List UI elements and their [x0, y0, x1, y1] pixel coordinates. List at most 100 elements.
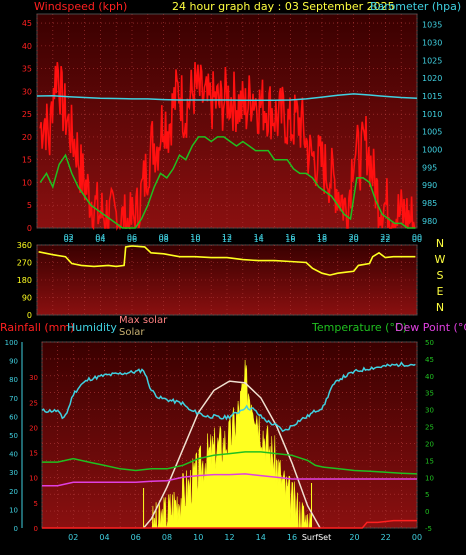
humidity-tick-label: 5 — [34, 500, 38, 508]
wind-tick-label: 45 — [22, 19, 32, 28]
barometer-title: Barometer (hpa) — [370, 0, 461, 13]
wind-pressure-axes: 0510152025303540459809859909951000100510… — [22, 19, 443, 242]
direction-tick-label: 90 — [22, 294, 32, 303]
humidity-tick-label: 10 — [29, 475, 38, 483]
wind-tick-label: 15 — [22, 156, 32, 165]
pressure-tick-label: 990 — [422, 181, 437, 190]
temperature-tick-label: 15 — [425, 457, 434, 465]
wind-tick-label: 35 — [22, 65, 32, 74]
rainfall-legend: Rainfall (mm) — [0, 321, 74, 334]
x-tick-label: 16 — [285, 235, 295, 244]
x-tick-label: 00 — [412, 233, 422, 242]
rain-temp-series — [41, 359, 418, 529]
max-solar-legend: Max solar — [119, 315, 168, 326]
x-tick-label: 18 — [317, 233, 327, 242]
x-tick-label: 02 — [64, 233, 74, 242]
max-solar-line — [143, 380, 321, 529]
wind-pressure-plot — [36, 13, 418, 229]
temperature-tick-label: -5 — [425, 525, 432, 533]
x-tick-label: 04 — [95, 233, 105, 242]
rainfall-line — [42, 519, 417, 529]
dewpoint-legend: Dew Point (°C) — [395, 321, 466, 334]
pressure-tick-label: 985 — [422, 199, 437, 208]
x-tick-label: 14 — [256, 533, 266, 542]
pressure-tick-label: 1000 — [422, 146, 442, 155]
pressure-tick-label: 1020 — [422, 74, 442, 83]
humidity-tick-label: 0 — [34, 525, 38, 533]
humidity-tick-label: 15 — [29, 450, 38, 458]
pressure-tick-label: 980 — [422, 217, 437, 226]
x-tick-label: 08 — [159, 233, 169, 242]
x-tick-label: 10 — [190, 233, 200, 242]
x-tick-label: 20 — [349, 533, 359, 542]
temperature-tick-label: 40 — [425, 373, 434, 381]
wind-pressure-series — [36, 62, 418, 232]
wind-pressure-grid — [36, 14, 418, 229]
temperature-tick-label: 30 — [425, 407, 434, 415]
x-tick-label: 08 — [159, 235, 169, 244]
x-tick-label: 12 — [222, 233, 232, 242]
wind-tick-label: 10 — [22, 178, 32, 187]
humidity-legend: Humidity — [67, 321, 117, 334]
temperature-tick-label: 45 — [425, 356, 434, 364]
rainfall-tick-label: 0 — [14, 525, 18, 533]
pressure-tick-label: 1005 — [422, 128, 442, 137]
wind-direction-grid — [36, 244, 418, 316]
wind-direction-line — [38, 245, 416, 276]
rainfall-tick-label: 100 — [5, 339, 18, 347]
rainfall-tick-label: 80 — [9, 376, 18, 384]
rainfall-tick-label: 50 — [9, 432, 18, 440]
x-tick-label: 20 — [349, 233, 359, 242]
compass-label: N — [436, 237, 444, 250]
surfset-label: SurfSet — [302, 533, 331, 542]
wind-tick-label: 5 — [27, 201, 32, 210]
x-tick-label: 18 — [317, 235, 327, 244]
pressure-tick-label: 1015 — [422, 92, 442, 101]
pressure-tick-label: 1010 — [422, 110, 442, 119]
solar-area — [151, 359, 312, 529]
x-tick-label: 08 — [162, 533, 172, 542]
wind-direction-series — [38, 245, 416, 276]
x-tick-label: 22 — [381, 533, 391, 542]
x-tick-label: 04 — [95, 235, 105, 244]
wind-tick-label: 30 — [22, 87, 32, 96]
solar-legend: Solar — [119, 327, 145, 338]
compass-label: S — [437, 269, 444, 282]
wind-tick-label: 0 — [27, 224, 32, 233]
x-tick-label: 00 — [412, 533, 422, 542]
temperature-tick-label: 0 — [425, 508, 429, 516]
x-tick-label: 06 — [127, 235, 137, 244]
compass-label: W — [435, 253, 446, 266]
wind-tick-label: 25 — [22, 110, 32, 119]
x-tick-label: 14 — [254, 233, 264, 242]
pressure-tick-label: 995 — [422, 163, 437, 172]
x-tick-label: 10 — [193, 533, 203, 542]
x-tick-label: 22 — [380, 233, 390, 242]
x-tick-label: 10 — [190, 235, 200, 244]
rainfall-tick-label: 40 — [9, 451, 18, 459]
temperature-tick-label: 20 — [425, 440, 434, 448]
temperature-tick-label: 10 — [425, 474, 434, 482]
x-tick-label: 00 — [412, 235, 422, 244]
x-tick-label: 04 — [99, 533, 109, 542]
compass-label: N — [436, 301, 444, 314]
wind-average-line — [39, 136, 416, 229]
x-tick-label: 16 — [287, 533, 297, 542]
pressure-tick-label: 1025 — [422, 56, 442, 65]
x-tick-label: 22 — [380, 235, 390, 244]
temperature-tick-label: 35 — [425, 390, 434, 398]
direction-tick-label: 360 — [17, 241, 32, 250]
graph-day-title: 24 hour graph day : 03 September 2025 — [172, 0, 395, 13]
humidity-tick-label: 30 — [29, 374, 38, 382]
compass-label: E — [437, 285, 444, 298]
dewpoint-line — [42, 473, 417, 487]
temperature-tick-label: 25 — [425, 424, 434, 432]
x-tick-label: 02 — [64, 235, 74, 244]
x-tick-label: 12 — [222, 235, 232, 244]
x-tick-label: 14 — [254, 235, 264, 244]
rainfall-tick-label: 10 — [9, 506, 18, 514]
humidity-line — [41, 361, 416, 433]
pressure-tick-label: 1035 — [422, 21, 442, 30]
